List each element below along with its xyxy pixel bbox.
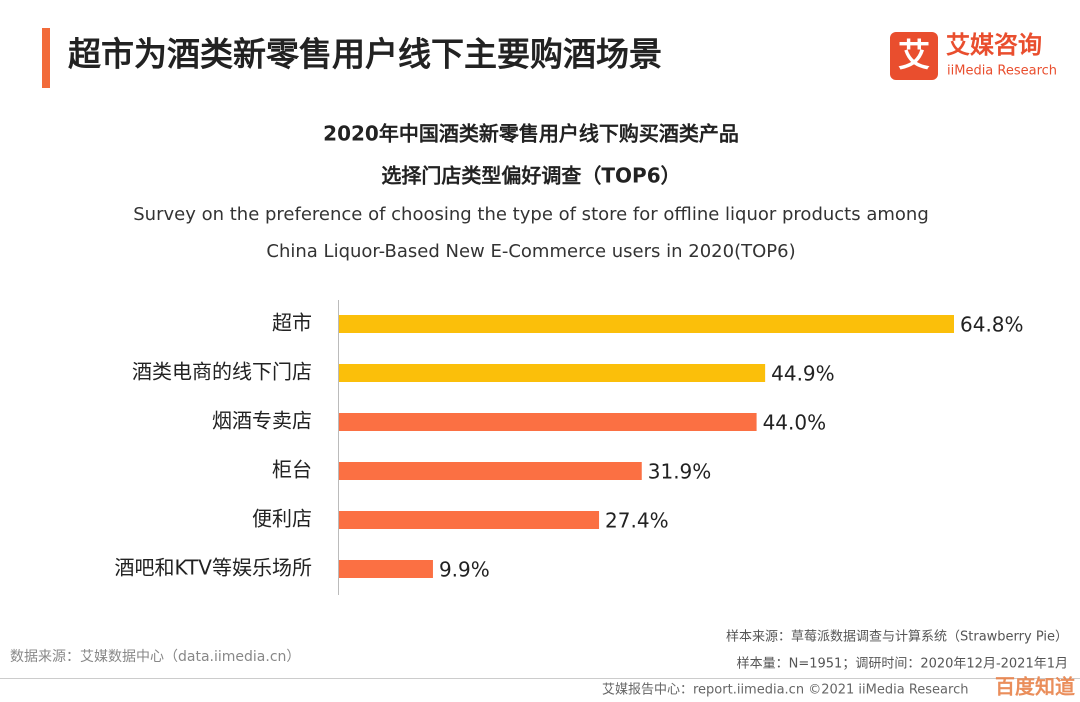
category-label: 柜台	[272, 458, 312, 482]
value-label: 31.9%	[648, 460, 712, 484]
category-label: 烟酒专卖店	[212, 409, 312, 433]
bar	[339, 413, 757, 431]
category-label: 超市	[272, 311, 312, 335]
bar	[339, 315, 954, 333]
sample-source: 样本来源：草莓派数据调查与计算系统（Strawberry Pie）	[726, 630, 1068, 645]
source: 数据来源：艾媒数据中心（data.iimedia.cn）	[10, 649, 300, 665]
logo-mark: 艾	[898, 36, 930, 74]
bar	[339, 364, 766, 382]
bar	[339, 462, 642, 480]
bar	[339, 511, 600, 529]
chart-subtitle: China Liquor-Based New E-Commerce users …	[266, 241, 795, 262]
value-label: 9.9%	[439, 558, 490, 582]
sample-info: 样本量：N=1951；调研时间：2020年12月-2021年1月	[737, 657, 1068, 672]
report-center: 艾媒报告中心：report.iimedia.cn ©2021 iiMedia R…	[602, 683, 968, 698]
chart-title: 选择门店类型偏好调查（TOP6）	[381, 164, 680, 188]
value-label: 44.9%	[771, 362, 835, 386]
chart-subtitle: Survey on the preference of choosing the…	[133, 204, 929, 225]
chart-title: 2020年中国酒类新零售用户线下购买酒类产品	[323, 122, 739, 146]
value-label: 64.8%	[960, 313, 1024, 337]
category-label: 酒类电商的线下门店	[132, 360, 312, 384]
logo-text: 艾媒咨询	[946, 31, 1042, 59]
page-title: 超市为酒类新零售用户线下主要购酒场景	[68, 35, 662, 74]
bar	[339, 560, 433, 578]
category-label: 便利店	[252, 507, 312, 531]
category-label: 酒吧和KTV等娱乐场所	[115, 556, 312, 580]
title-accent	[42, 28, 50, 88]
watermark: 百度知道	[995, 675, 1075, 699]
logo-icon	[890, 32, 938, 80]
value-label: 44.0%	[763, 411, 827, 435]
value-label: 27.4%	[605, 509, 669, 533]
logo-sub: iiMedia Research	[947, 64, 1057, 79]
